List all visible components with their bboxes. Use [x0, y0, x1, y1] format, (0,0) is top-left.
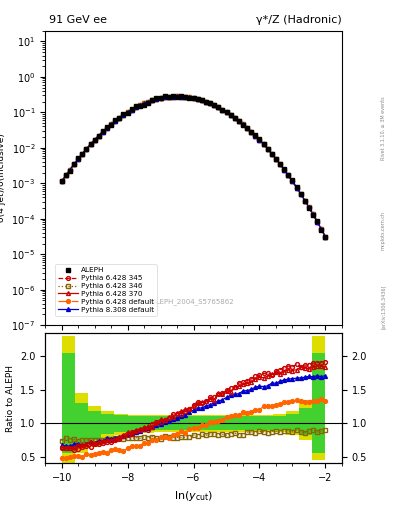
Pythia 6.428 346 [315, 219, 320, 225]
Pythia 6.428 345 [59, 178, 64, 184]
Pythia 6.428 default [171, 94, 175, 100]
Line: Pythia 8.308 default: Pythia 8.308 default [60, 95, 327, 239]
ALEPH [59, 178, 64, 184]
Pythia 6.428 345 [121, 112, 126, 118]
Pythia 6.428 default [59, 178, 64, 184]
ALEPH [315, 218, 320, 224]
X-axis label: $\ln(y_{\mathrm{cut}})$: $\ln(y_{\mathrm{cut}})$ [174, 488, 213, 503]
ALEPH [175, 94, 180, 100]
ALEPH [138, 103, 142, 109]
Pythia 8.308 default [323, 234, 328, 240]
Pythia 6.428 370 [315, 219, 320, 225]
Pythia 6.428 346 [175, 93, 180, 99]
Pythia 6.428 default [138, 102, 142, 109]
Pythia 8.308 default [171, 94, 175, 100]
Pythia 6.428 default [315, 219, 320, 225]
Text: ALEPH_2004_S5765862: ALEPH_2004_S5765862 [152, 298, 235, 305]
Text: γ*/Z (Hadronic): γ*/Z (Hadronic) [256, 14, 342, 25]
Pythia 6.428 default [323, 234, 328, 240]
Pythia 6.428 370 [323, 234, 328, 240]
Y-axis label: Ratio to ALEPH: Ratio to ALEPH [6, 365, 15, 432]
Pythia 6.428 default [175, 93, 180, 99]
Pythia 6.428 345 [323, 234, 328, 240]
Pythia 6.428 345 [199, 97, 204, 103]
Pythia 6.428 default [199, 97, 204, 103]
ALEPH [199, 96, 204, 102]
Pythia 6.428 345 [171, 94, 175, 100]
Pythia 8.308 default [315, 219, 320, 225]
Pythia 8.308 default [138, 102, 142, 109]
Pythia 6.428 370 [290, 178, 295, 184]
Pythia 6.428 345 [290, 178, 295, 184]
Pythia 6.428 346 [323, 234, 328, 240]
Pythia 6.428 370 [121, 112, 126, 118]
Pythia 8.308 default [59, 178, 64, 184]
Pythia 6.428 346 [59, 178, 64, 184]
Pythia 6.428 370 [59, 178, 64, 184]
Text: 91 GeV ee: 91 GeV ee [49, 14, 107, 25]
ALEPH [121, 112, 126, 118]
Pythia 6.428 346 [290, 178, 295, 184]
Pythia 6.428 370 [171, 94, 175, 100]
Pythia 6.428 370 [175, 93, 180, 99]
Pythia 6.428 345 [315, 219, 320, 225]
Pythia 6.428 370 [138, 102, 142, 109]
Line: Pythia 6.428 345: Pythia 6.428 345 [60, 95, 327, 239]
ALEPH [323, 234, 328, 240]
Pythia 8.308 default [290, 178, 295, 184]
Pythia 8.308 default [199, 97, 204, 103]
Pythia 6.428 346 [199, 97, 204, 103]
Pythia 8.308 default [175, 93, 180, 99]
Y-axis label: σ(4 jet)/σ(inclusive): σ(4 jet)/σ(inclusive) [0, 134, 6, 222]
Pythia 6.428 346 [138, 102, 142, 109]
Text: [arXiv:1306.3436]: [arXiv:1306.3436] [381, 285, 386, 329]
Text: mcplots.cern.ch: mcplots.cern.ch [381, 211, 386, 250]
Line: Pythia 6.428 346: Pythia 6.428 346 [60, 95, 327, 239]
Legend: ALEPH, Pythia 6.428 345, Pythia 6.428 346, Pythia 6.428 370, Pythia 6.428 defaul: ALEPH, Pythia 6.428 345, Pythia 6.428 34… [55, 265, 157, 315]
Text: Rivet 3.1.10, ≥ 3M events: Rivet 3.1.10, ≥ 3M events [381, 96, 386, 160]
Pythia 6.428 default [121, 112, 126, 118]
Pythia 6.428 default [290, 178, 295, 184]
Line: Pythia 6.428 default: Pythia 6.428 default [60, 95, 327, 239]
Pythia 8.308 default [121, 112, 126, 118]
ALEPH [290, 177, 295, 183]
Line: ALEPH: ALEPH [59, 93, 328, 239]
Pythia 6.428 346 [171, 94, 175, 100]
Pythia 6.428 345 [175, 93, 180, 99]
Pythia 6.428 345 [138, 102, 142, 109]
Pythia 6.428 370 [199, 97, 204, 103]
Pythia 6.428 346 [121, 112, 126, 118]
ALEPH [171, 93, 175, 99]
Line: Pythia 6.428 370: Pythia 6.428 370 [60, 95, 327, 239]
